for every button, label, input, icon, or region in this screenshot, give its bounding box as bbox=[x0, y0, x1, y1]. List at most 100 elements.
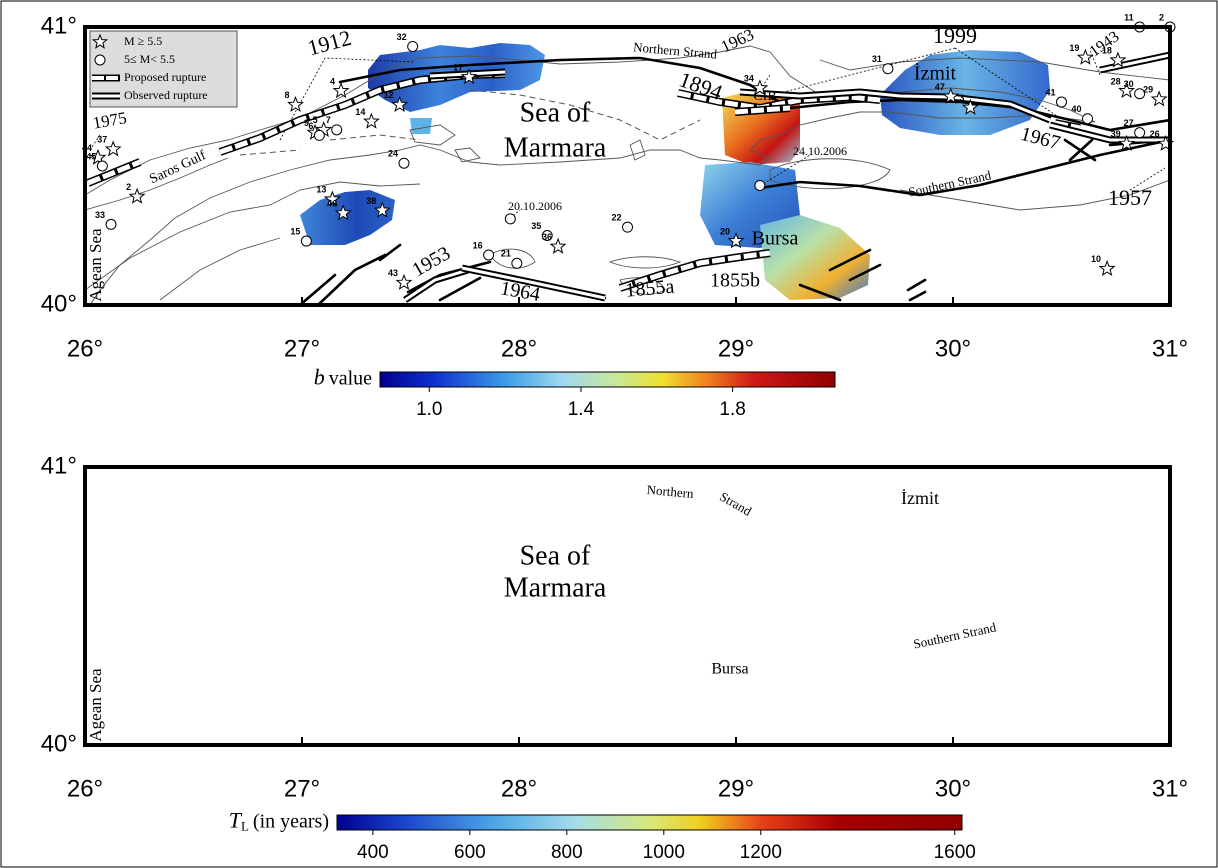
event-label: 36 bbox=[542, 232, 552, 242]
legend: M ≥ 5.55≤ M< 5.5Proposed ruptureObserved… bbox=[90, 31, 237, 107]
event-label: 26 bbox=[1150, 129, 1160, 139]
fault bbox=[440, 278, 480, 300]
event-label: 4 bbox=[330, 76, 335, 86]
map-label: Bursa bbox=[752, 228, 799, 250]
colorbar-title-text: (in years) bbox=[253, 810, 329, 832]
observed-rupture bbox=[1100, 55, 1170, 70]
event-label: 2 bbox=[1159, 12, 1164, 22]
coastline bbox=[160, 238, 280, 300]
map-label: 24.10.2006 bbox=[793, 144, 847, 158]
event-label: 6 bbox=[308, 121, 313, 131]
event-label: 28 bbox=[1111, 76, 1121, 86]
y-tick-label: 40° bbox=[41, 290, 77, 317]
event-label: 24 bbox=[388, 149, 398, 159]
x-tick-label: 27° bbox=[284, 775, 320, 802]
x-tick-label: 27° bbox=[284, 335, 320, 362]
map-label: Southern Strand bbox=[907, 167, 993, 199]
fault bbox=[1070, 580, 1092, 600]
event-circle bbox=[332, 125, 342, 135]
map-label: 1957 bbox=[1108, 185, 1152, 210]
event-circle bbox=[106, 219, 116, 229]
colorbar-tick-label: 1.4 bbox=[568, 399, 595, 420]
map-label: 1963 bbox=[718, 25, 757, 57]
fault bbox=[1065, 580, 1095, 600]
event-label: 27 bbox=[1124, 118, 1134, 128]
map-label: 1855b bbox=[710, 270, 760, 292]
event-label: 21 bbox=[501, 249, 511, 259]
legend-label: M ≥ 5.5 bbox=[124, 34, 162, 48]
event-label: 29 bbox=[1143, 85, 1153, 95]
event-label: 16 bbox=[473, 240, 483, 250]
event-circle bbox=[399, 158, 409, 168]
coastline bbox=[85, 622, 420, 730]
fault bbox=[800, 725, 840, 740]
coastline bbox=[85, 598, 228, 650]
event-label: 47 bbox=[935, 82, 945, 92]
colorbar-tick-label: 1200 bbox=[740, 842, 782, 863]
colorbar-symbol: b bbox=[314, 365, 325, 390]
map-layers bbox=[85, 43, 1170, 305]
map-frame bbox=[85, 467, 1170, 745]
event-circle bbox=[505, 214, 515, 224]
coastline bbox=[630, 580, 645, 600]
event-label: 33 bbox=[95, 210, 105, 220]
map-label: 20.10.2006 bbox=[508, 199, 562, 213]
value-patch bbox=[410, 118, 432, 134]
map-label: Marmara bbox=[504, 572, 607, 603]
fault bbox=[830, 690, 870, 710]
map-label: 1912 bbox=[305, 25, 354, 61]
coastline bbox=[630, 140, 645, 160]
coastline bbox=[770, 599, 890, 629]
colorbar-tick-label: 600 bbox=[454, 842, 486, 863]
colorbar-tick-label: 800 bbox=[551, 842, 583, 863]
colorbar-title: TL(in years) bbox=[229, 808, 329, 834]
event-label: 20 bbox=[720, 226, 730, 236]
event-label: 11 bbox=[1124, 12, 1134, 22]
event-star bbox=[288, 97, 302, 111]
coastline bbox=[610, 257, 680, 268]
event-label: 5 bbox=[313, 115, 318, 125]
fault bbox=[908, 280, 925, 290]
map-label: Marmara bbox=[504, 132, 607, 163]
y-tick-label: 41° bbox=[41, 452, 77, 479]
value-patch bbox=[368, 487, 542, 540]
colorbar-tick-label: 400 bbox=[357, 842, 389, 863]
fault bbox=[318, 695, 385, 745]
map-label: 1855a bbox=[625, 276, 676, 302]
value-patch bbox=[502, 488, 522, 522]
coastline bbox=[410, 565, 455, 585]
event-label: 13 bbox=[316, 185, 326, 195]
event-circle bbox=[408, 41, 418, 51]
event-circle bbox=[755, 180, 765, 190]
event-circle bbox=[512, 258, 522, 268]
event-label: 3 bbox=[959, 93, 964, 103]
coastline bbox=[620, 718, 665, 735]
map-label: Sea of bbox=[520, 97, 591, 128]
x-tick-label: 29° bbox=[718, 335, 754, 362]
event-star bbox=[1100, 261, 1114, 275]
map-label: İzmit bbox=[901, 488, 939, 508]
value-patch bbox=[762, 650, 862, 743]
coastline bbox=[455, 588, 480, 602]
event-label: 18 bbox=[1102, 46, 1112, 56]
legend-label: Proposed rupture bbox=[124, 70, 206, 84]
coastline bbox=[490, 689, 535, 708]
event-label: 22 bbox=[611, 213, 621, 223]
fault bbox=[300, 715, 335, 745]
colorbar bbox=[337, 815, 962, 830]
fault bbox=[470, 708, 605, 738]
basin-line bbox=[330, 135, 420, 140]
event-label: 40 bbox=[1072, 104, 1082, 114]
map-label: Saros Gulf bbox=[147, 148, 208, 187]
coastline bbox=[610, 697, 680, 708]
fault bbox=[850, 705, 880, 720]
event-label: 30 bbox=[1124, 79, 1134, 89]
value-patch bbox=[372, 515, 430, 542]
value-patch bbox=[880, 514, 910, 560]
event-label: 7 bbox=[326, 115, 331, 125]
event-label: 2 bbox=[126, 182, 131, 192]
map-panel bbox=[85, 485, 1170, 745]
colorbar-tick-label: 1600 bbox=[934, 842, 976, 863]
map-label: Agean Sea bbox=[86, 228, 105, 302]
